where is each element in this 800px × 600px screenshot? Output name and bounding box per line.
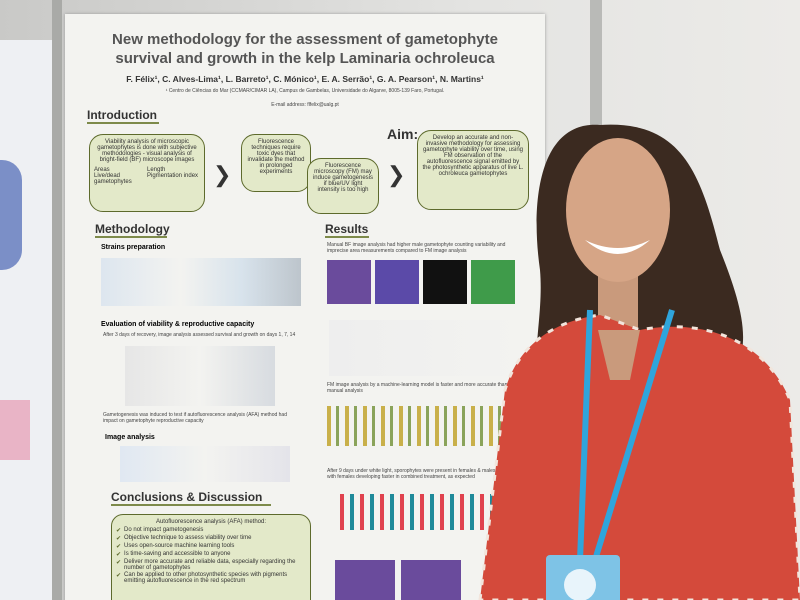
lanyard bbox=[577, 309, 675, 561]
decor bbox=[0, 400, 30, 460]
section-heading: Conclusions & Discussion bbox=[111, 490, 271, 506]
face bbox=[566, 138, 670, 282]
section-heading: Methodology bbox=[95, 222, 170, 238]
micrograph bbox=[327, 260, 371, 304]
check: ✔ bbox=[116, 573, 122, 579]
figure bbox=[125, 346, 275, 406]
conclusion-item: ✔ Uses open-source machine learning tools bbox=[116, 543, 306, 550]
intro-item: Length bbox=[147, 167, 166, 173]
authors: F. Félix¹, C. Alves-Lima¹, L. Barreto¹, … bbox=[126, 74, 484, 84]
item-text: Objective technique to assess viability … bbox=[124, 535, 252, 541]
poster-title: New methodology for the assessment of ga… bbox=[112, 31, 498, 67]
intro-list: Areas Length Live/dead gametophytes Pigment… bbox=[94, 167, 200, 185]
figure bbox=[101, 258, 301, 306]
figure bbox=[120, 446, 290, 482]
conclusion-list: ✔ Do not impact gametogenesis ✔ Objective t… bbox=[116, 527, 306, 584]
result-bullet: Manual BF image analysis had higher male… bbox=[327, 242, 506, 254]
bar-figure bbox=[340, 494, 510, 530]
check: ✔ bbox=[116, 528, 122, 534]
arrow: ❯ bbox=[387, 162, 406, 187]
item-text: Is time-saving and accessible to anyone bbox=[124, 551, 231, 557]
panel-frame bbox=[52, 0, 62, 600]
item-text: Do not impact gametogenesis bbox=[124, 527, 204, 533]
email: E-mail address: flfelix@ualg.pt bbox=[271, 102, 339, 108]
item-text: Can be applied to other photosynthetic s… bbox=[124, 572, 288, 584]
left-poster bbox=[0, 40, 52, 600]
step: Evaluation of viability & reproductive c… bbox=[101, 321, 255, 328]
arrow: ❯ bbox=[213, 162, 232, 187]
micrograph bbox=[423, 260, 467, 304]
micrograph bbox=[471, 260, 515, 304]
smile bbox=[585, 240, 650, 254]
micrograph bbox=[401, 560, 461, 600]
affiliation: ¹ Centro de Ciências do Mar (CCMAR/CIMAR… bbox=[165, 88, 445, 94]
conclusion-box: Autofluorescence analysis (AFA) method: … bbox=[111, 514, 311, 600]
intro-item: Live/dead gametophytes bbox=[94, 173, 132, 185]
section-heading: Results bbox=[325, 222, 369, 238]
poster: New methodology for the assessment of ga… bbox=[65, 14, 545, 600]
shirt bbox=[480, 315, 800, 600]
shirt-pattern bbox=[478, 313, 800, 600]
intro-box: Fluorescence techniques require toxic dy… bbox=[241, 134, 311, 192]
conclusion-item: ✔ Is time-saving and accessible to anyone bbox=[116, 551, 306, 558]
intro-item: Pigmentation index bbox=[147, 173, 199, 179]
check: ✔ bbox=[116, 560, 122, 566]
intro-box: Viability analysis of microscopic gameto… bbox=[89, 134, 205, 212]
intro-item: Areas bbox=[94, 167, 110, 173]
item-text: Uses open-source machine learning tools bbox=[124, 543, 235, 549]
decor bbox=[0, 160, 22, 270]
item-text: Deliver more accurate and reliable data,… bbox=[124, 559, 296, 571]
intro-text: Viability analysis of microscopic gameto… bbox=[97, 139, 197, 163]
figure bbox=[329, 320, 519, 376]
micrograph bbox=[335, 560, 395, 600]
conclusion-item: ✔ Can be applied to other photosynthetic … bbox=[116, 572, 306, 584]
neckline bbox=[598, 330, 640, 380]
aim-box: Develop an accurate and non-invasive met… bbox=[417, 130, 529, 210]
box-title: Autofluorescence analysis (AFA) method: bbox=[155, 519, 267, 525]
conclusion-item: ✔ Deliver more accurate and reliable data… bbox=[116, 559, 306, 571]
aim-heading: Aim: bbox=[387, 126, 419, 142]
check: ✔ bbox=[116, 544, 122, 550]
check: ✔ bbox=[116, 536, 122, 542]
conclusion-item: ✔ Do not impact gametogenesis bbox=[116, 527, 306, 534]
conclusion-item: ✔ Objective technique to assess viability… bbox=[116, 535, 306, 542]
result-bullet: FM image analysis by a machine-learning … bbox=[327, 382, 508, 394]
step: Image analysis bbox=[105, 434, 155, 441]
bar-figure bbox=[327, 406, 517, 446]
intro-box: Fluorescence microscopy (FM) may induce … bbox=[307, 158, 379, 214]
micrograph bbox=[375, 260, 419, 304]
step: Strains preparation bbox=[101, 244, 166, 251]
badge-logo bbox=[564, 569, 596, 600]
check: ✔ bbox=[116, 552, 122, 558]
section-heading: Introduction bbox=[87, 108, 159, 124]
result-bullet: After 9 days under white light, sporophy… bbox=[327, 468, 513, 480]
note: Gametogenesis was induced to test if aut… bbox=[103, 412, 287, 424]
note: After 3 days of recovery, image analysis… bbox=[103, 332, 296, 338]
